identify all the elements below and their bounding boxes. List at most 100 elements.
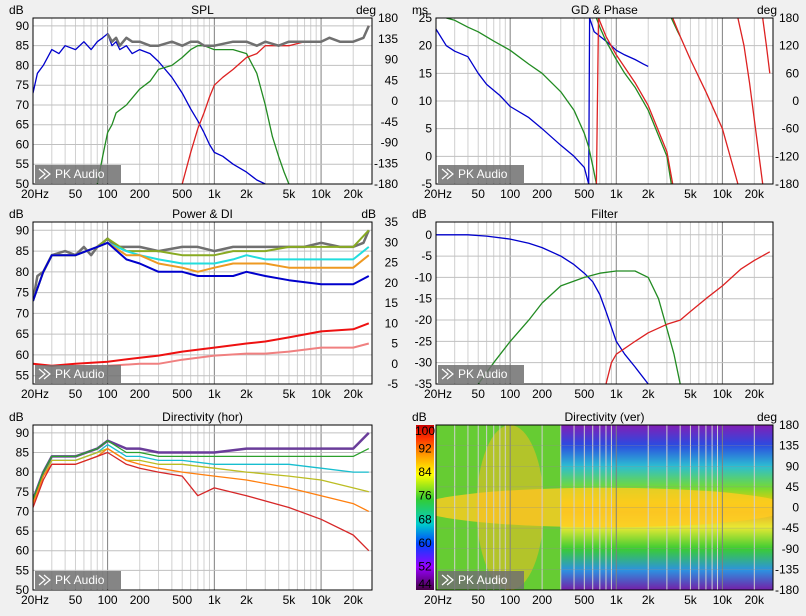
x-tick-label: 5k [283, 593, 297, 607]
chart-filter: Filter dB 20Hz 50 100 200 500 1k 2k 5k 10k 20k -35 -3… [412, 207, 774, 401]
y-tick-label: -5 [421, 249, 432, 263]
y-tick-label: 70 [16, 306, 30, 320]
y-tick-label: 25 [419, 11, 433, 25]
color-scale-tick: 68 [418, 512, 432, 526]
series-group [436, 234, 771, 384]
x-tick-label: 20Hz [21, 387, 49, 401]
y-tick-label: 0 [425, 149, 432, 163]
plot-frame [435, 17, 774, 185]
watermark-badge [35, 165, 121, 183]
y-tick-label: -20 [415, 313, 433, 327]
y-tick-label: -5 [421, 177, 432, 191]
x-tick-label: 10k [713, 187, 733, 201]
y-tick-label: 80 [16, 465, 30, 479]
y-tick-label: 55 [16, 157, 30, 171]
y2-tick-label: 35 [385, 215, 399, 229]
y-tick-label: 75 [16, 485, 30, 499]
y-tick-label: 60 [16, 348, 30, 362]
y2-tick-label: -5 [387, 377, 398, 391]
y2-tick-label: 180 [779, 418, 799, 432]
watermark-badge [35, 571, 121, 589]
series-line-8 [762, 18, 771, 74]
series-line-1 [477, 270, 681, 384]
x-tick-label: 1k [208, 387, 222, 401]
series-line-5 [33, 451, 370, 552]
watermark-text: PK Audio [55, 573, 105, 587]
series-line-7 [737, 18, 764, 184]
series-group [33, 432, 370, 552]
x-tick-label: 20Hz [424, 387, 452, 401]
pk-logo-icon [441, 168, 454, 180]
y2-tick-label: -180 [775, 177, 799, 191]
pk-logo-icon [38, 368, 51, 380]
color-scale-bar [416, 425, 434, 590]
left-unit-label: dB [412, 207, 427, 221]
y-tick-label: -15 [415, 292, 433, 306]
series-group [436, 18, 771, 184]
y-tick-label: 65 [16, 327, 30, 341]
y-tick-label: 50 [16, 583, 30, 597]
y2-tick-label: -90 [381, 136, 399, 150]
y2-tick-label: 0 [792, 501, 799, 515]
y-tick-label: 0 [425, 228, 432, 242]
right-unit-label: dB [361, 207, 376, 221]
y-tick-label: 10 [419, 94, 433, 108]
left-unit-label: dB [9, 3, 24, 17]
watermark: PK Audio [438, 571, 524, 589]
x-tick-label: 20Hz [21, 187, 49, 201]
x-tick-label: 50 [69, 593, 83, 607]
series-line-5 [33, 322, 370, 367]
right-unit-label: deg [757, 410, 777, 424]
chart-title: Filter [591, 207, 618, 221]
pk-logo-icon [441, 368, 454, 380]
y2-tick-label: 90 [786, 459, 800, 473]
watermark-badge [35, 365, 121, 383]
y-tick-label: 55 [16, 369, 30, 383]
y2-tick-label: -180 [374, 177, 398, 191]
x-tick-label: 2k [642, 187, 656, 201]
x-tick-label: 1k [610, 187, 624, 201]
y2-tick-label: -60 [782, 122, 800, 136]
y-tick-label: 65 [16, 524, 30, 538]
x-tick-label: 1k [208, 187, 222, 201]
y2-tick-label: 10 [385, 316, 399, 330]
watermark-text: PK Audio [458, 573, 508, 587]
x-tick-label: 500 [172, 593, 192, 607]
x-tick-label: 1k [610, 593, 624, 607]
pk-logo-icon [38, 574, 51, 586]
chart-dirver: Directivity (ver) dB deg 20Hz 50 100 200 500 1k 2… [412, 410, 799, 607]
series-line-1 [96, 45, 290, 184]
x-tick-label: 100 [98, 387, 118, 401]
y2-tick-label: 0 [792, 94, 799, 108]
x-tick-label: 200 [130, 187, 150, 201]
x-tick-label: 500 [172, 187, 192, 201]
y2-tick-label: 180 [779, 11, 799, 25]
x-tick-label: 5k [684, 187, 698, 201]
x-tick-label: 500 [574, 593, 594, 607]
y-tick-label: 90 [16, 19, 30, 33]
series-line-3 [595, 18, 672, 184]
series-line-2 [605, 251, 771, 384]
y2-tick-label: 25 [385, 256, 399, 270]
y2-tick-label: -120 [775, 149, 799, 163]
series-group [33, 25, 370, 184]
x-tick-label: 20k [745, 187, 765, 201]
series-line-4 [33, 241, 370, 302]
y-tick-label: 75 [16, 78, 30, 92]
x-tick-label: 500 [574, 187, 594, 201]
x-tick-label: 20k [344, 187, 364, 201]
x-tick-label: 5k [283, 387, 297, 401]
series-line-3 [106, 25, 370, 47]
x-tick-label: 20k [745, 387, 765, 401]
y2-tick-label: 15 [385, 296, 399, 310]
y-tick-label: 70 [16, 504, 30, 518]
x-tick-label: 200 [130, 593, 150, 607]
series-line-2 [446, 18, 598, 184]
y-tick-label: 20 [419, 39, 433, 53]
y2-tick-label: 30 [385, 235, 399, 249]
grid [32, 222, 373, 384]
watermark-badge [438, 165, 524, 183]
